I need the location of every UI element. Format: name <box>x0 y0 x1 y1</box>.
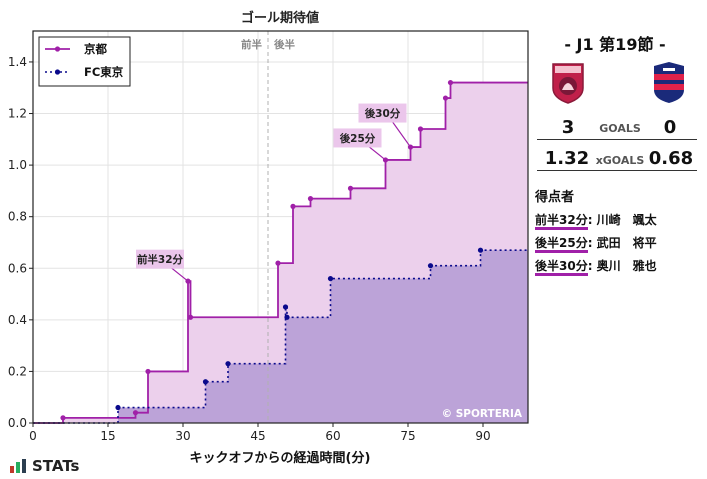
x-tick-label: 75 <box>400 429 415 443</box>
away-shot-point <box>282 304 289 310</box>
away-goals: 0 <box>663 117 677 138</box>
stats-logo: STATs <box>10 457 79 475</box>
goal-annotation-label: 前半32分 <box>137 253 184 266</box>
scorer-time: 後半25分 <box>535 236 588 253</box>
y-tick-label: 0.2 <box>8 364 27 378</box>
plot-frame <box>32 30 529 424</box>
legend: 京都 FC東京 <box>38 36 131 87</box>
home-shot-point <box>347 185 354 191</box>
scorer-time: 後半30分 <box>535 259 588 276</box>
home-shot-point <box>442 95 449 101</box>
y-tick-label: 0.4 <box>8 313 27 327</box>
y-tick-label: 1.2 <box>8 107 27 121</box>
x-tick-label: 15 <box>100 429 115 443</box>
legend-away-label: FC東京 <box>84 65 124 79</box>
x-tick-label: 90 <box>475 429 490 443</box>
y-tick-label: 1.4 <box>8 55 27 69</box>
away-shot-point <box>225 361 231 367</box>
home-shot-point <box>447 79 454 86</box>
legend-home-label: 京都 <box>84 42 107 56</box>
scorer-name: : 奥川 雅也 <box>587 259 657 273</box>
legend-box <box>38 36 131 87</box>
chart-title: ゴール期待値 <box>241 10 319 26</box>
x-tick-label: 45 <box>250 429 265 443</box>
goal-annotation-box <box>136 249 184 269</box>
scorer-row: 後半30分: 奥川 雅也 <box>535 257 657 276</box>
away-shot-point <box>427 263 434 269</box>
legend-away-marker <box>54 69 61 75</box>
xg-label: xGOALS <box>595 154 645 167</box>
x-axis-label: キックオフからの経過時間(分) <box>190 450 371 466</box>
goal-annotation-box <box>358 103 407 123</box>
scorer-time: 前半32分 <box>535 213 588 230</box>
scorer-row: 後半25分: 武田 将平 <box>535 234 657 253</box>
home-xg-line <box>33 81 528 424</box>
away-shot-point <box>284 314 290 320</box>
home-goals: 3 <box>561 117 575 138</box>
x-tick-label: 60 <box>325 429 340 443</box>
home-shot-point <box>145 368 151 375</box>
goal-annotation-box <box>333 128 382 148</box>
away-xg: 0.68 <box>648 148 694 169</box>
away-shot-point <box>115 404 121 411</box>
goals-label: GOALS <box>599 122 641 135</box>
home-xg: 1.32 <box>544 148 590 169</box>
home-shot-point <box>290 203 296 209</box>
watermark: © SPORTERIA <box>442 408 523 420</box>
goals-divider <box>537 139 697 140</box>
kyoto-sanga-crest-icon <box>552 63 584 104</box>
goal-annotation-label: 後30分 <box>364 107 401 120</box>
goal-annotation-label: 後25分 <box>339 132 376 145</box>
y-tick-label: 0.0 <box>8 416 27 430</box>
round-label: - J1 第19節 - <box>564 35 666 54</box>
home-shot-point <box>60 415 66 421</box>
away-shot-point <box>327 275 334 282</box>
away-shot-point <box>477 247 484 253</box>
legend-home-marker <box>54 46 61 52</box>
scorer-row: 前半32分: 川崎 颯太 <box>535 211 657 230</box>
fc-tokyo-crest-icon <box>654 62 684 103</box>
y-tick-label: 0.8 <box>8 210 27 224</box>
home-shot-point <box>132 410 139 416</box>
brand-name: STATs <box>32 457 80 475</box>
goal-annotation-pointer <box>390 118 411 148</box>
away-area <box>33 250 528 423</box>
home-shot-point <box>417 126 424 132</box>
bar-chart-icon <box>10 459 26 473</box>
scorer-name: : 川崎 颯太 <box>587 213 657 227</box>
xg-divider <box>537 170 697 171</box>
home-shot-point <box>307 196 314 202</box>
y-tick-label: 0.6 <box>8 261 27 275</box>
away-shot-point <box>202 379 209 385</box>
x-tick-label: 0 <box>29 429 37 443</box>
first-half-label: 前半 <box>241 38 262 51</box>
home-shot-point <box>275 260 281 266</box>
x-tick-label: 30 <box>175 429 190 443</box>
y-tick-label: 1.0 <box>8 158 27 172</box>
scorer-name: : 武田 将平 <box>587 236 657 250</box>
home-shot-point <box>187 314 194 320</box>
scorers-heading: 得点者 <box>535 190 575 205</box>
second-half-label: 後半 <box>273 38 295 51</box>
